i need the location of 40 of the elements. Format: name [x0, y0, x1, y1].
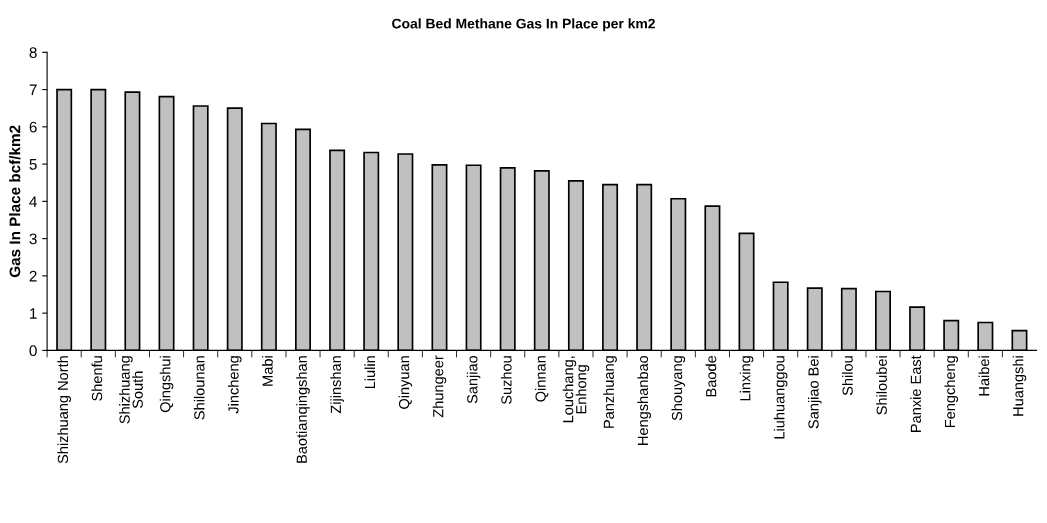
x-tick-label: Shenfu: [91, 356, 103, 401]
y-tick-label: 6: [29, 121, 37, 133]
x-tick-label: Panxie East: [910, 355, 922, 432]
x-tick-label: Shilou: [842, 356, 853, 396]
x-tick-label: Louchang, Enhong: [562, 356, 590, 423]
y-axis-title: Gas In Place bcf/km2: [9, 125, 21, 278]
y-tick-label: 3: [29, 233, 37, 245]
x-tick-label: Sanjiao Bei: [807, 356, 822, 429]
x-tick-label: Shiloubei: [876, 356, 887, 415]
y-tick-label: 0: [29, 345, 37, 357]
x-tick-label: Shilounan: [193, 356, 205, 420]
x-tick-label: Liulin: [364, 356, 376, 389]
x-tick-label: Shouyang: [671, 356, 686, 421]
y-tick-label: 5: [29, 159, 37, 170]
x-tick-label: Huangshi: [1012, 356, 1027, 416]
x-tick-label: Baode: [705, 355, 717, 397]
y-tick-label: 4: [29, 196, 37, 207]
x-tick-label: Qinnan: [535, 356, 549, 402]
x-tick-label: Qingshui: [159, 356, 174, 413]
x-tick-label: Mabi: [262, 356, 273, 386]
x-tick-label: Hengshanbao: [637, 355, 651, 445]
y-tick-label: 8: [29, 47, 37, 58]
y-tick-label: 1: [30, 308, 37, 319]
x-tick-label: Suzhou: [500, 356, 512, 405]
x-tick-label: Haibei: [978, 356, 990, 396]
x-tick-label: Liuhuanggou: [773, 356, 788, 439]
x-tick-label: Linxing: [739, 356, 754, 401]
x-tick-label: Fengcheng: [944, 356, 959, 428]
x-tick-label: Qinyuan: [398, 356, 413, 409]
x-tick-label: Shizhuang North: [57, 356, 71, 464]
x-tick-label: Sanjiao: [466, 355, 481, 404]
x-tick-label: Shizhuang South: [119, 356, 143, 424]
x-tick-label: Panzhuang: [603, 356, 617, 428]
y-tick-label: 7: [29, 84, 37, 96]
y-tick-label: 2: [29, 270, 37, 282]
x-tick-label: Zijinshan: [330, 356, 344, 414]
chart-title: Coal Bed Methane Gas In Place per km2: [392, 18, 655, 32]
x-tick-label: Baotianqingshan: [296, 356, 310, 463]
x-tick-label: Zhungeer: [432, 355, 447, 418]
x-tick-label: Jincheng: [227, 356, 242, 414]
